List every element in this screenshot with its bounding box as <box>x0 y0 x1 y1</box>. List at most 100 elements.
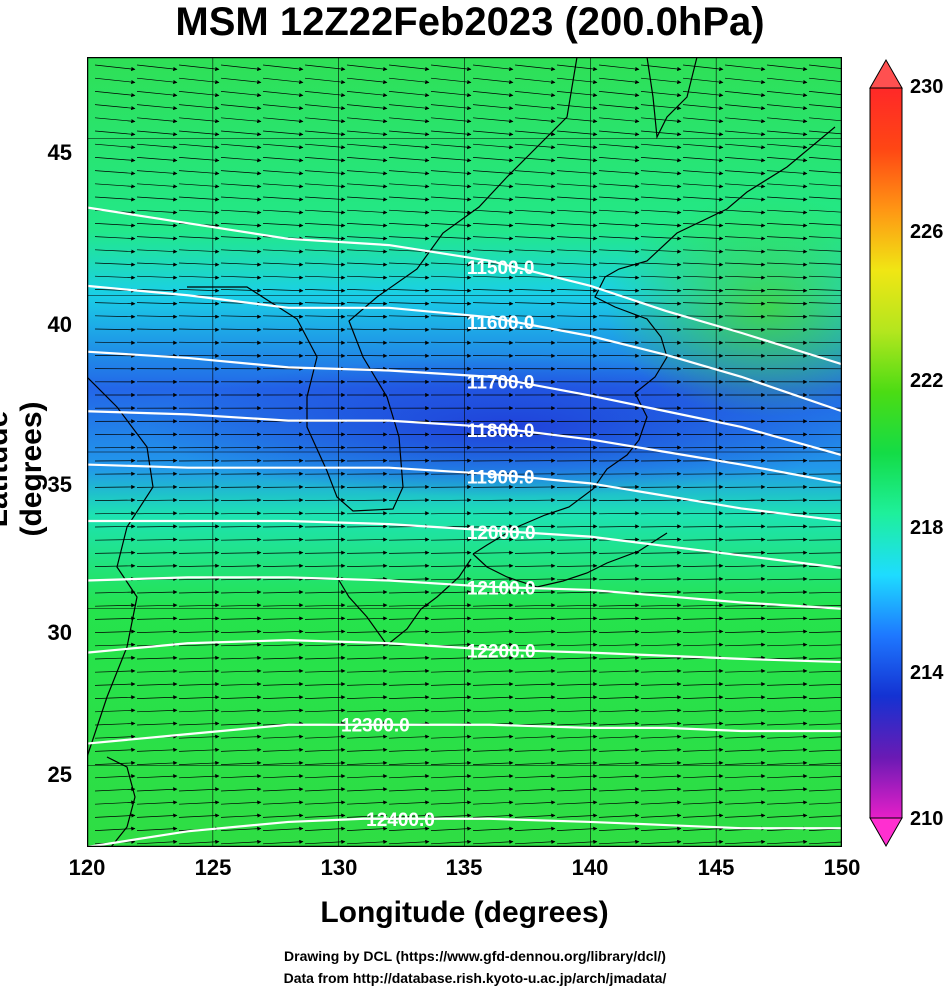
wind-arrow <box>178 550 220 555</box>
wind-arrow <box>808 223 842 226</box>
wind-arrow <box>430 183 472 189</box>
wind-arrow <box>640 104 682 111</box>
wind-arrow <box>388 616 430 621</box>
wind-arrow <box>178 563 220 568</box>
wind-arrow <box>430 800 472 805</box>
wind-arrow <box>724 117 766 124</box>
wind-arrow <box>514 183 556 189</box>
wind-arrow <box>136 708 178 713</box>
wind-arrow <box>388 550 430 555</box>
wind-arrow <box>514 223 556 228</box>
wind-arrow <box>220 143 262 150</box>
wind-arrow <box>388 800 430 805</box>
wind-arrow <box>220 77 262 85</box>
wind-arrow <box>808 499 842 501</box>
wind-arrow <box>262 682 304 687</box>
wind-arrow <box>640 629 682 634</box>
colorbar <box>869 58 903 848</box>
wind-arrow <box>472 708 514 713</box>
wind-arrow <box>136 236 178 241</box>
wind-arrow <box>724 511 766 516</box>
wind-arrow <box>724 616 766 621</box>
colorbar-label: 214 <box>910 662 944 684</box>
wind-arrow <box>556 130 598 137</box>
wind-arrow <box>262 104 304 111</box>
wind-arrow <box>262 262 304 267</box>
wind-arrow <box>598 498 640 503</box>
wind-arrow <box>472 563 514 568</box>
wind-arrow <box>262 91 304 98</box>
wind-arrow <box>304 64 346 72</box>
wind-arrow <box>808 302 842 304</box>
wind-arrow <box>556 760 598 766</box>
wind-arrow <box>262 223 304 228</box>
wind-arrow <box>94 603 136 608</box>
wind-arrow <box>556 800 598 805</box>
wind-arrow <box>220 721 262 726</box>
wind-arrow <box>136 209 178 215</box>
wind-arrow <box>472 813 514 818</box>
wind-arrow <box>136 170 178 176</box>
wind-arrow <box>556 340 598 345</box>
wind-arrow <box>808 262 842 265</box>
wind-arrow <box>262 157 304 163</box>
wind-arrow <box>304 642 346 647</box>
wind-arrow <box>598 576 640 582</box>
wind-arrow <box>220 498 262 503</box>
wind-arrow <box>178 64 220 72</box>
wind-arrow <box>94 629 136 634</box>
wind-arrow <box>682 629 724 634</box>
wind-arrow <box>388 603 430 608</box>
wind-arrow <box>430 275 472 280</box>
wind-arrow <box>808 512 842 515</box>
wind-arrow <box>724 537 766 542</box>
wind-arrow <box>640 537 682 542</box>
wind-arrow <box>766 629 808 634</box>
wind-arrow <box>346 236 388 241</box>
wind-arrow <box>514 249 556 254</box>
wind-arrow <box>682 524 724 529</box>
wind-arrow <box>346 91 388 98</box>
wind-arrow <box>178 91 220 98</box>
wind-arrow <box>430 655 472 660</box>
wind-arrow <box>220 695 262 700</box>
wind-arrow <box>556 616 598 621</box>
wind-arrow <box>682 537 724 542</box>
wind-arrow <box>304 104 346 111</box>
wind-arrow <box>178 603 220 608</box>
wind-arrow <box>514 800 556 805</box>
wind-arrow <box>556 288 598 293</box>
wind-arrow <box>472 104 514 111</box>
wind-arrow <box>556 550 598 555</box>
wind-arrow <box>136 249 178 254</box>
wind-arrow <box>808 710 842 713</box>
wind-arrow <box>556 590 598 595</box>
wind-arrow <box>346 64 388 72</box>
wind-arrow <box>262 301 304 306</box>
wind-arrow <box>178 708 220 713</box>
wind-arrow <box>94 183 136 189</box>
wind-arrow <box>304 774 346 779</box>
wind-arrow <box>808 196 842 200</box>
wind-arrow <box>514 130 556 137</box>
wind-arrow <box>262 209 304 215</box>
wind-arrow <box>388 301 430 306</box>
wind-arrow <box>514 327 556 332</box>
wind-arrow <box>640 209 682 215</box>
wind-arrow <box>136 668 178 674</box>
wind-arrow <box>346 668 388 674</box>
wind-arrow <box>220 603 262 608</box>
wind-arrow <box>94 550 136 555</box>
wind-arrow <box>136 563 178 568</box>
y-tick-label: 40 <box>47 312 72 337</box>
wind-arrow <box>808 775 842 779</box>
wind-arrow <box>724 314 766 319</box>
wind-arrow <box>556 183 598 189</box>
wind-arrow <box>514 682 556 687</box>
wind-arrow <box>136 655 178 660</box>
wind-arrow <box>388 576 430 582</box>
wind-arrow <box>220 747 262 752</box>
wind-arrow <box>640 196 682 202</box>
wind-arrow <box>682 209 724 215</box>
wind-arrow <box>136 629 178 634</box>
